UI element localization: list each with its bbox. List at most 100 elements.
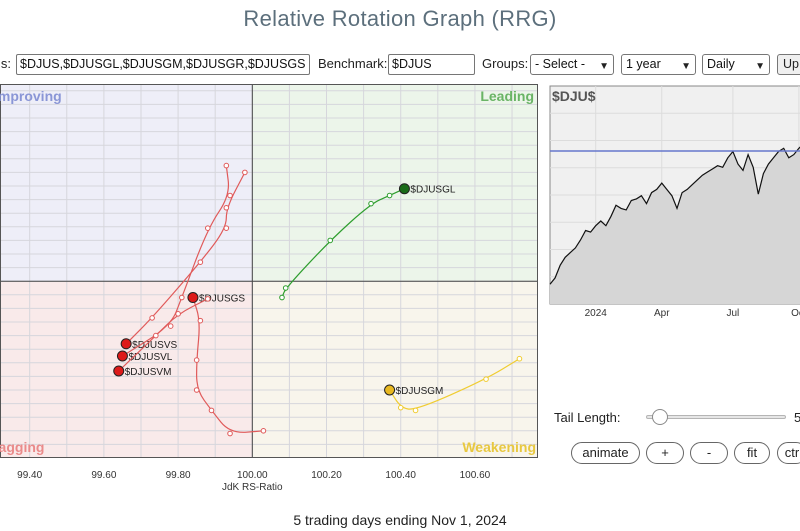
x-tick-label: 2024 [585,308,608,319]
benchmark-label: Benchmark: [318,56,388,71]
series-label: $DJUSVS [132,340,177,351]
period-select[interactable]: 1 year ▼ [621,54,696,75]
series-tail-point [397,404,404,411]
symbols-label: ls: [0,56,11,71]
chevron-down-icon: ▼ [599,61,609,72]
zoom-in-button[interactable]: + [646,442,684,464]
series-head-point [187,292,199,304]
series-head-point [384,384,396,396]
series-head-point [113,365,125,377]
series-tail-point [193,357,200,363]
series-djusgm: $DJUSGM [384,355,523,414]
benchmark-chart: $DJU$ 2024 Apr Jul Oct [549,85,800,319]
series-tail-point [282,285,289,291]
series-label: $DJUSGS [199,294,245,305]
quadrant-label-weakening: Weakening [462,439,536,455]
series-tail-line [125,172,246,345]
series-tail-point [386,192,393,199]
tail-length-slider[interactable] [646,415,786,419]
series-tail-point [227,192,233,199]
series-head-point [120,338,132,350]
benchmark-line [549,146,800,285]
x-tick-label: Oct [791,308,800,319]
series-tail-point [242,169,248,176]
series-label: $DJUSGM [396,386,444,397]
quadrant-improving [0,84,253,282]
series-label: $DJUSVL [128,352,172,363]
series-tail-point [327,237,334,244]
zoom-out-button[interactable]: - [690,442,728,464]
tail-length-slider-thumb[interactable] [652,409,669,425]
quadrant-label-leading: Leading [480,88,534,104]
rrg-x-axis-label: JdK RS-Ratio [222,482,283,493]
series-tail-point [260,428,267,434]
groups-select-value: - Select - [535,57,586,71]
rrg-series-layer: $DJUSGL $DJUSGM $DJUSGS $DJUSVS$DJUSVL $DJUS… [113,162,523,437]
benchmark-title: $DJU$ [552,88,596,104]
rrg-x-ticks: 99.40 99.60 99.80 100.00 100.20 100.40 100.60 [17,470,490,481]
series-tail-point [208,407,215,414]
series-tail-point [193,387,200,393]
series-tail-point [516,355,523,362]
series-tail-point [368,200,374,207]
series-tail-point [197,317,204,324]
quadrant-leading [252,84,538,282]
series-djusvs: $DJUSVS [120,169,248,351]
series-tail-line [192,297,264,433]
series-head-point [116,350,128,362]
period-select-value: 1 year [626,57,661,71]
frequency-select-value: Daily [707,57,735,71]
series-tail-point [204,225,211,231]
rrg-chart[interactable]: Improving Leading Weakening Lagging $DJU… [0,84,540,496]
x-tick-label: 99.80 [166,470,191,481]
benchmark-input[interactable]: $DJUS [388,54,475,75]
quadrant-lagging [0,281,253,458]
series-tail-point [279,294,285,301]
x-tick-label: 100.60 [460,470,491,481]
update-button[interactable]: Up [777,54,800,75]
x-tick-label: 100.00 [237,470,268,481]
series-head-point [398,183,410,195]
groups-select[interactable]: - Select - ▼ [530,54,614,75]
symbols-input[interactable]: $DJUS,$DJUSGL,$DJUSGM,$DJUSGR,$DJUSGS [16,54,310,75]
tail-length-value: 5 [794,410,800,425]
frequency-select[interactable]: Daily ▼ [702,54,770,75]
series-djusgs: $DJUSGS [187,292,267,437]
series-tail-point [167,323,174,329]
series-label: $DJUSVM [125,367,172,378]
series-tail-point [179,294,185,301]
x-tick-label: Apr [654,308,670,319]
chevron-down-icon: ▼ [755,61,765,72]
rrg-plot-border [0,84,538,458]
series-tail-line [122,165,230,357]
benchmark-area [550,147,800,304]
x-tick-label: Jul [726,308,739,319]
page-title: Relative Rotation Graph (RRG) [243,6,557,31]
benchmark-x-ticks: 2024 Apr Jul Oct [585,308,800,319]
series-tail-point [204,296,211,302]
series-label: $DJUSGL [410,185,455,196]
series-djusgl: $DJUSGL [279,183,456,301]
series-tail-point [412,407,419,414]
groups-label: Groups: [482,56,529,71]
series-djusvl: $DJUSVL [116,162,233,363]
tail-length-label: Tail Length: [554,410,621,425]
footer-caption: 5 trading days ending Nov 1, 2024 [293,512,507,528]
x-tick-label: 100.40 [385,470,416,481]
quadrant-label-lagging: Lagging [0,439,44,455]
x-tick-label: 100.20 [311,470,342,481]
animate-button[interactable]: animate [571,442,640,464]
rrg-grid [0,84,538,458]
center-button[interactable]: ctr [777,442,800,464]
series-tail-point [197,259,204,265]
quadrant-label-improving: Improving [0,88,62,104]
series-tail-point [175,311,181,317]
series-tail-point [149,315,155,321]
chevron-down-icon: ▼ [681,61,691,72]
series-tail-point [483,376,489,382]
series-tail-point [153,332,159,339]
series-tail-point [223,204,230,211]
series-tail-point [223,225,230,231]
fit-button[interactable]: fit [734,442,770,464]
quadrant-weakening [252,281,538,458]
